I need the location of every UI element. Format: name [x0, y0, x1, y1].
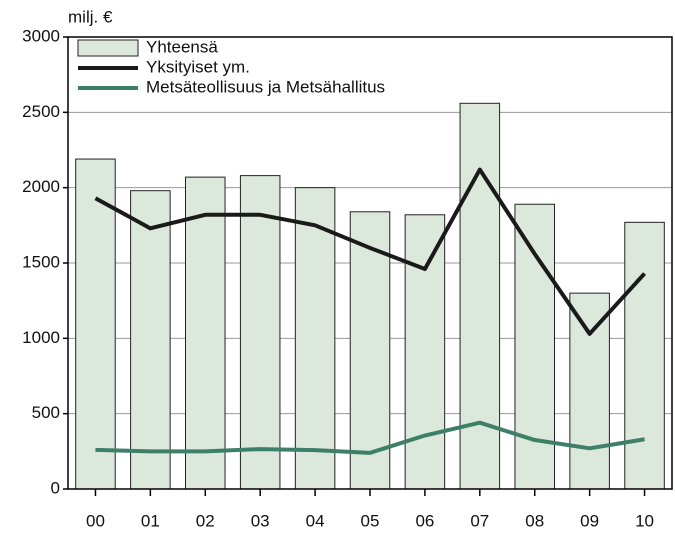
x-tick-label: 10 [635, 511, 654, 530]
y-tick-label: 3000 [22, 26, 60, 45]
y-tick-label: 1500 [22, 252, 60, 271]
y-tick-label: 0 [51, 478, 60, 497]
x-tick-label: 06 [415, 511, 434, 530]
y-tick-label: 1000 [22, 328, 60, 347]
bar [130, 190, 171, 490]
y-tick-label: 2000 [22, 177, 60, 196]
bar [239, 175, 281, 490]
x-tick-label: 08 [525, 511, 544, 530]
y-tick-label: 2500 [22, 102, 60, 121]
bar [569, 292, 610, 490]
x-tick-label: 01 [141, 511, 160, 530]
legend-label: Yksityiset ym. [146, 57, 250, 76]
line-series [94, 167, 647, 336]
x-tick-label: 04 [306, 511, 325, 530]
bar [514, 203, 555, 490]
x-tick-label: 05 [361, 511, 380, 530]
x-tick-label: 02 [196, 511, 215, 530]
bar [404, 214, 446, 490]
plot-frame [67, 36, 673, 490]
bar [294, 187, 336, 490]
line-series [95, 420, 645, 455]
legend-swatch [77, 39, 139, 57]
bar [75, 158, 116, 490]
bar [185, 176, 226, 490]
x-tick-label: 07 [470, 511, 489, 530]
bar [459, 102, 501, 490]
y-tick-label: 500 [32, 403, 60, 422]
legend-label: Metsäteollisuus ja Metsähallitus [146, 77, 385, 96]
x-tick-label: 00 [86, 511, 105, 530]
x-tick-label: 09 [580, 511, 599, 530]
y-axis-unit: milj. € [68, 7, 113, 26]
bar [624, 221, 665, 490]
legend-label: Yhteensä [146, 37, 218, 56]
x-tick-label: 03 [251, 511, 270, 530]
